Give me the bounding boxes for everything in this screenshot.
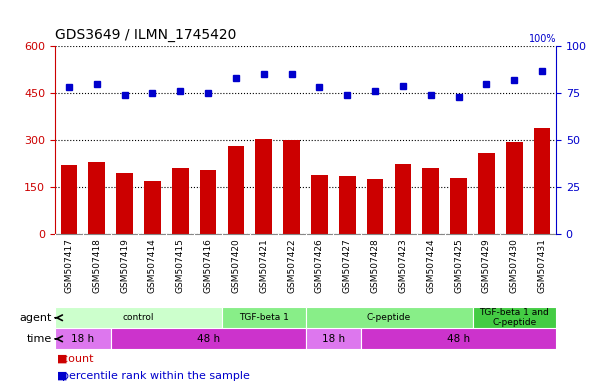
Text: 100%: 100% (529, 34, 556, 44)
Bar (144, 181, 161, 234)
Text: ■: ■ (57, 354, 67, 364)
Text: ■: ■ (57, 371, 67, 381)
Text: GSM507430: GSM507430 (510, 238, 519, 293)
Bar (200, 170, 216, 234)
Bar (361, 328, 556, 349)
Text: GSM507417: GSM507417 (64, 238, 73, 293)
Text: GSM507431: GSM507431 (538, 238, 547, 293)
Bar (450, 178, 467, 234)
Text: count: count (55, 354, 93, 364)
Text: time: time (27, 334, 52, 344)
Bar (422, 169, 439, 234)
Text: 18 h: 18 h (322, 334, 345, 344)
Text: GSM507429: GSM507429 (482, 238, 491, 293)
Bar (227, 146, 244, 234)
Bar (472, 307, 556, 328)
Text: GSM507423: GSM507423 (398, 238, 408, 293)
Text: 48 h: 48 h (197, 334, 219, 344)
Text: GSM507415: GSM507415 (176, 238, 185, 293)
Text: 18 h: 18 h (71, 334, 94, 344)
Bar (172, 169, 189, 234)
Bar (395, 164, 411, 234)
Bar (284, 140, 300, 234)
Bar (306, 328, 361, 349)
Bar (339, 176, 356, 234)
Bar (222, 307, 306, 328)
Text: GSM507428: GSM507428 (371, 238, 379, 293)
Text: GSM507427: GSM507427 (343, 238, 352, 293)
Text: GSM507421: GSM507421 (259, 238, 268, 293)
Text: GSM507416: GSM507416 (203, 238, 213, 293)
Text: TGF-beta 1: TGF-beta 1 (239, 313, 288, 322)
Text: percentile rank within the sample: percentile rank within the sample (55, 371, 250, 381)
Bar (311, 175, 327, 234)
Bar (55, 307, 222, 328)
Bar (478, 153, 495, 234)
Bar (111, 328, 306, 349)
Text: GSM507426: GSM507426 (315, 238, 324, 293)
Text: GSM507419: GSM507419 (120, 238, 129, 293)
Bar (116, 173, 133, 234)
Bar (60, 165, 77, 234)
Text: GSM507425: GSM507425 (454, 238, 463, 293)
Text: TGF-beta 1 and
C-peptide: TGF-beta 1 and C-peptide (480, 308, 549, 328)
Bar (89, 162, 105, 234)
Text: C-peptide: C-peptide (367, 313, 411, 322)
Bar (255, 139, 272, 234)
Text: GSM507414: GSM507414 (148, 238, 157, 293)
Text: agent: agent (20, 313, 52, 323)
Text: control: control (123, 313, 154, 322)
Bar (306, 307, 472, 328)
Text: GDS3649 / ILMN_1745420: GDS3649 / ILMN_1745420 (55, 28, 236, 42)
Text: GSM507424: GSM507424 (426, 238, 435, 293)
Bar (534, 127, 551, 234)
Text: GSM507420: GSM507420 (232, 238, 240, 293)
Bar (55, 328, 111, 349)
Bar (367, 179, 384, 234)
Text: GSM507422: GSM507422 (287, 238, 296, 293)
Bar (506, 142, 522, 234)
Text: 48 h: 48 h (447, 334, 470, 344)
Text: GSM507418: GSM507418 (92, 238, 101, 293)
